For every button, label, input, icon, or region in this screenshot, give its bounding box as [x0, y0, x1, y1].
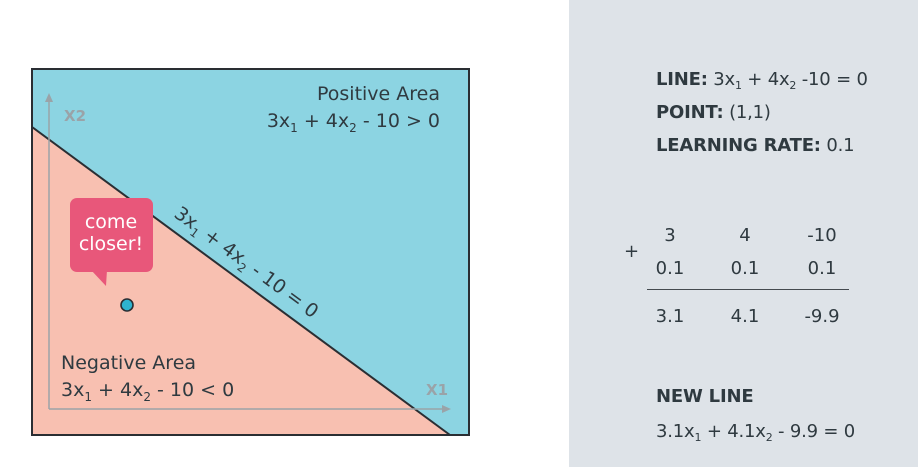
point-label: POINT: — [656, 102, 724, 123]
result-w2: 4.1 — [730, 306, 760, 327]
line-label: LINE: — [656, 69, 708, 90]
come-closer-bubble: come closer! — [70, 198, 153, 286]
point-marker — [120, 298, 134, 312]
x-axis-label: X1 — [426, 381, 448, 399]
delta-b: 0.1 — [807, 258, 837, 279]
plot-frame — [31, 68, 470, 436]
new-line-equation: 3.1x1 + 4.1x2 - 9.9 = 0 — [656, 421, 856, 444]
coef-w1: 3 — [664, 225, 676, 246]
new-line-label: NEW LINE — [656, 386, 754, 407]
plus-sign: + — [624, 241, 640, 262]
coef-b: -10 — [807, 225, 837, 246]
positive-area-title: Positive Area — [317, 83, 440, 105]
negative-area-equation: 3x1 + 4x2 - 10 < 0 — [61, 379, 234, 404]
negative-area-title: Negative Area — [61, 352, 196, 374]
x-axis-arrow — [442, 405, 451, 413]
bubble-line-1: come — [85, 211, 137, 233]
learning-rate-line: LEARNING RATE: 0.1 — [656, 135, 855, 156]
point-line: POINT: (1,1) — [656, 102, 771, 123]
update-panel: LINE: 3x1 + 4x2 -10 = 0 POINT: (1,1) LEA… — [569, 0, 918, 467]
result-w1: 3.1 — [655, 306, 685, 327]
perceptron-diagram: X2 X1 Positive Area 3x1 + 4x2 - 10 > 0 N… — [31, 68, 470, 436]
point-value: (1,1) — [723, 102, 771, 123]
result-b: -9.9 — [804, 306, 840, 327]
delta-w2: 0.1 — [730, 258, 760, 279]
line-equation: LINE: 3x1 + 4x2 -10 = 0 — [656, 69, 868, 92]
boundary-line — [31, 126, 451, 436]
sum-rule — [647, 289, 849, 290]
coef-w2: 4 — [739, 225, 751, 246]
learning-rate-label: LEARNING RATE: — [656, 135, 821, 156]
delta-w1: 0.1 — [655, 258, 685, 279]
y-axis-label: X2 — [64, 107, 86, 125]
positive-area-equation: 3x1 + 4x2 - 10 > 0 — [267, 110, 440, 135]
y-axis-arrow — [45, 93, 53, 102]
bubble-line-2: closer! — [79, 233, 143, 255]
learning-rate-value: 0.1 — [820, 135, 855, 156]
